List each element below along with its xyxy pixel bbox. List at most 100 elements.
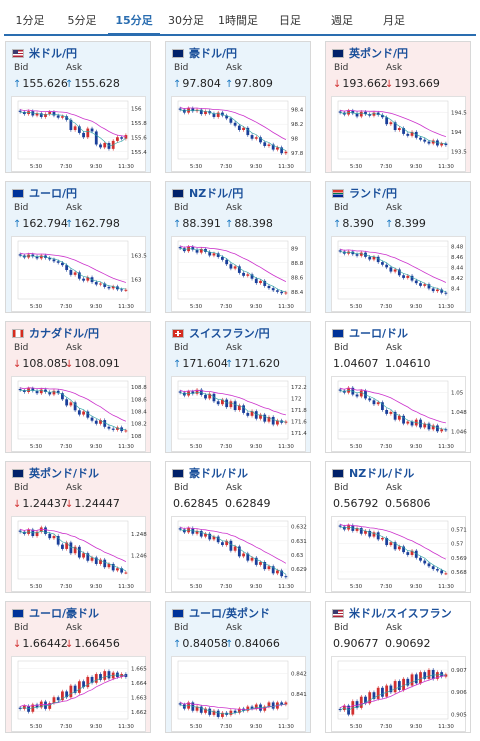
tab-30min[interactable]: 30分足 xyxy=(168,14,204,27)
candle xyxy=(385,117,389,125)
y-tick-label: 171.4 xyxy=(291,431,307,437)
price-chart[interactable]: 156 155.8 155.6 155.4 5:30 7:30 9:30 11:30 xyxy=(11,96,147,172)
rate-card[interactable]: 豪ドル/円 Bid Ask ↑97.804 ↑97.809 98.4 98.2 98… xyxy=(165,41,311,173)
ask-value-wrap: ↑0.84066 xyxy=(225,637,280,650)
rate-card[interactable]: ユーロ/円 Bid Ask ↑162.794 ↑162.798 163.5 163… xyxy=(5,181,151,313)
candle xyxy=(440,429,444,432)
rate-card[interactable]: NZドル/ドル Bid Ask 0.56792 0.56806 0.571 0.5… xyxy=(325,461,471,593)
candle xyxy=(414,550,418,558)
price-chart[interactable]: 1.248 1.246 5:30 7:30 9:30 11:30 xyxy=(11,516,147,592)
price-chart[interactable]: 98.4 98.2 98 97.8 5:30 7:30 9:30 11:30 xyxy=(171,96,306,172)
pair-title-link[interactable]: カナダドル/円 xyxy=(12,325,99,341)
price-chart[interactable]: 0.842 0.841 5:30 7:30 9:30 11:30 xyxy=(171,656,307,732)
candle xyxy=(263,706,267,711)
candle xyxy=(355,113,359,117)
candle xyxy=(199,706,203,713)
rate-card[interactable]: 米ドル/スイスフラン Bid Ask 0.90677 0.90692 0.907… xyxy=(325,601,471,733)
rate-card[interactable]: NZドル/円 Bid Ask ↑88.391 ↑88.398 89 88.8 88.… xyxy=(165,181,311,313)
tab-monthly[interactable]: 月足 xyxy=(383,14,405,27)
pair-title-link[interactable]: 豪ドル/ドル xyxy=(172,465,248,481)
pair-title-link[interactable]: NZドル/ドル xyxy=(332,465,414,481)
rate-card[interactable]: 英ポンド/ドル Bid Ask ↓1.24437 ↓1.24447 1.248 1… xyxy=(5,461,151,593)
price-chart[interactable]: 163.5 163 5:30 7:30 9:30 11:30 xyxy=(11,236,147,312)
candle xyxy=(82,553,85,558)
pair-title-link[interactable]: 英ポンド/ドル xyxy=(12,465,99,481)
rate-card[interactable]: ランド/円 Bid Ask ↑8.390 ↑8.399 8.48 8.46 8.44… xyxy=(325,181,471,313)
ask-value: 97.809 xyxy=(234,77,273,90)
candle xyxy=(56,536,60,545)
candlestick-chart: 1.665 1.664 1.663 1.662 5:30 7:30 9:30 11:30 xyxy=(17,660,147,730)
moving-average-long xyxy=(340,387,446,424)
candle xyxy=(103,143,107,148)
rate-card[interactable]: カナダドル/円 Bid Ask ↓108.085 ↓108.091 108.8 1… xyxy=(5,321,151,453)
pair-title-link[interactable]: 英ポンド/円 xyxy=(332,45,408,61)
pair-name: NZドル/円 xyxy=(189,187,244,200)
candle xyxy=(280,702,284,705)
candle xyxy=(77,126,81,133)
price-chart[interactable]: 0.632 0.631 0.63 0.629 5:30 7:30 9:30 11:30 xyxy=(171,516,307,592)
price-chart[interactable]: 1.05 1.048 1.046 5:30 7:30 9:30 11:30 xyxy=(331,376,467,452)
candle xyxy=(284,151,288,154)
ask-value: 0.90692 xyxy=(385,637,431,650)
tab-1min[interactable]: 1分足 xyxy=(15,14,45,27)
rate-card[interactable]: スイスフラン/円 Bid Ask ↑171.604 ↑171.620 172.2… xyxy=(165,321,311,453)
pair-title-link[interactable]: ユーロ/ドル xyxy=(332,325,408,341)
candle xyxy=(35,531,39,537)
candle xyxy=(267,285,271,289)
tab-1hour[interactable]: 1時間足 xyxy=(218,14,258,27)
price-chart[interactable]: 172.2 172 171.8 171.6 171.4 5:30 7:30 9:30 11:30 xyxy=(171,376,307,452)
tab-5min[interactable]: 5分足 xyxy=(67,14,97,27)
y-tick-label: 155.8 xyxy=(131,121,147,127)
candle xyxy=(199,248,203,253)
candle xyxy=(61,691,64,701)
moving-average-long xyxy=(20,252,127,283)
pair-title-link[interactable]: NZドル/円 xyxy=(172,185,243,201)
y-tick-label: 163 xyxy=(131,278,142,284)
tab-daily[interactable]: 日足 xyxy=(279,14,301,27)
pair-title-link[interactable]: ランド/円 xyxy=(332,185,397,201)
pair-title-link[interactable]: 米ドル/スイスフラン xyxy=(332,605,452,621)
candle xyxy=(359,252,363,256)
candle xyxy=(393,411,397,420)
rate-card[interactable]: ユーロ/ドル Bid Ask 1.04607 1.04610 1.05 1.048… xyxy=(325,321,471,453)
price-chart[interactable]: 108.8 108.6 108.4 108.2 108 5:30 7:30 9:30 11:30 xyxy=(11,376,147,452)
ask-label: Ask xyxy=(226,203,243,213)
candle xyxy=(410,550,414,555)
y-tick-label: 194 xyxy=(451,130,462,136)
tab-15min[interactable]: 15分足 xyxy=(108,8,160,36)
pair-title-link[interactable]: ユーロ/豪ドル xyxy=(12,605,99,621)
pair-title-link[interactable]: ユーロ/円 xyxy=(12,185,77,201)
price-chart[interactable]: 0.571 0.57 0.569 0.568 5:30 7:30 9:30 11:30 xyxy=(331,516,467,592)
tab-weekly[interactable]: 週足 xyxy=(331,14,353,27)
candle xyxy=(86,277,90,281)
rate-card[interactable]: ユーロ/豪ドル Bid Ask ↓1.66442 ↓1.66456 1.665 1… xyxy=(5,601,151,733)
pair-name: ランド/円 xyxy=(349,187,398,200)
price-chart[interactable]: 89 88.8 88.6 88.4 5:30 7:30 9:30 11:30 xyxy=(171,236,306,312)
price-chart[interactable]: 194.5 194 193.5 5:30 7:30 9:30 11:30 xyxy=(331,96,467,172)
candle xyxy=(242,405,245,413)
pair-title-link[interactable]: スイスフラン/円 xyxy=(172,325,270,341)
pair-title-link[interactable]: 米ドル/円 xyxy=(12,45,77,61)
price-chart[interactable]: 8.48 8.46 8.44 8.42 8.4 5:30 7:30 9:30 11:30 xyxy=(331,236,466,312)
price-chart[interactable]: 0.907 0.906 0.905 5:30 7:30 9:30 11:30 xyxy=(331,656,467,732)
candlestick-chart: 0.907 0.906 0.905 5:30 7:30 9:30 11:30 xyxy=(337,660,467,730)
candle xyxy=(208,708,212,715)
rate-card[interactable]: 米ドル/円 Bid Ask ↑155.626 ↑155.628 156 155.8… xyxy=(5,41,151,173)
price-chart[interactable]: 1.665 1.664 1.663 1.662 5:30 7:30 9:30 11:30 xyxy=(11,656,147,732)
ask-value-wrap: ↓193.669 xyxy=(385,77,440,90)
x-tick-label: 7:30 xyxy=(380,164,393,170)
x-tick-label: 5:30 xyxy=(350,164,363,170)
candle xyxy=(397,415,401,420)
candle xyxy=(18,530,22,532)
bid-value: 0.62845 xyxy=(173,497,219,510)
moving-average-short xyxy=(179,109,287,151)
pair-title-link[interactable]: 豪ドル/円 xyxy=(172,45,237,61)
rate-card[interactable]: 豪ドル/ドル Bid Ask 0.62845 0.62849 0.632 0.63… xyxy=(165,461,311,593)
pair-title-link[interactable]: ユーロ/英ポンド xyxy=(172,605,270,621)
bid-value: 1.66442 xyxy=(22,637,68,650)
rate-card[interactable]: 英ポンド/円 Bid Ask ↓193.662 ↓193.669 194.5 19… xyxy=(325,41,471,173)
rate-card[interactable]: ユーロ/英ポンド Bid Ask ↑0.84058 ↑0.84066 0.842… xyxy=(165,601,311,733)
x-tick-label: 11:30 xyxy=(118,164,134,170)
y-tick-label: 98.2 xyxy=(291,122,303,128)
moving-average-short xyxy=(340,389,446,430)
